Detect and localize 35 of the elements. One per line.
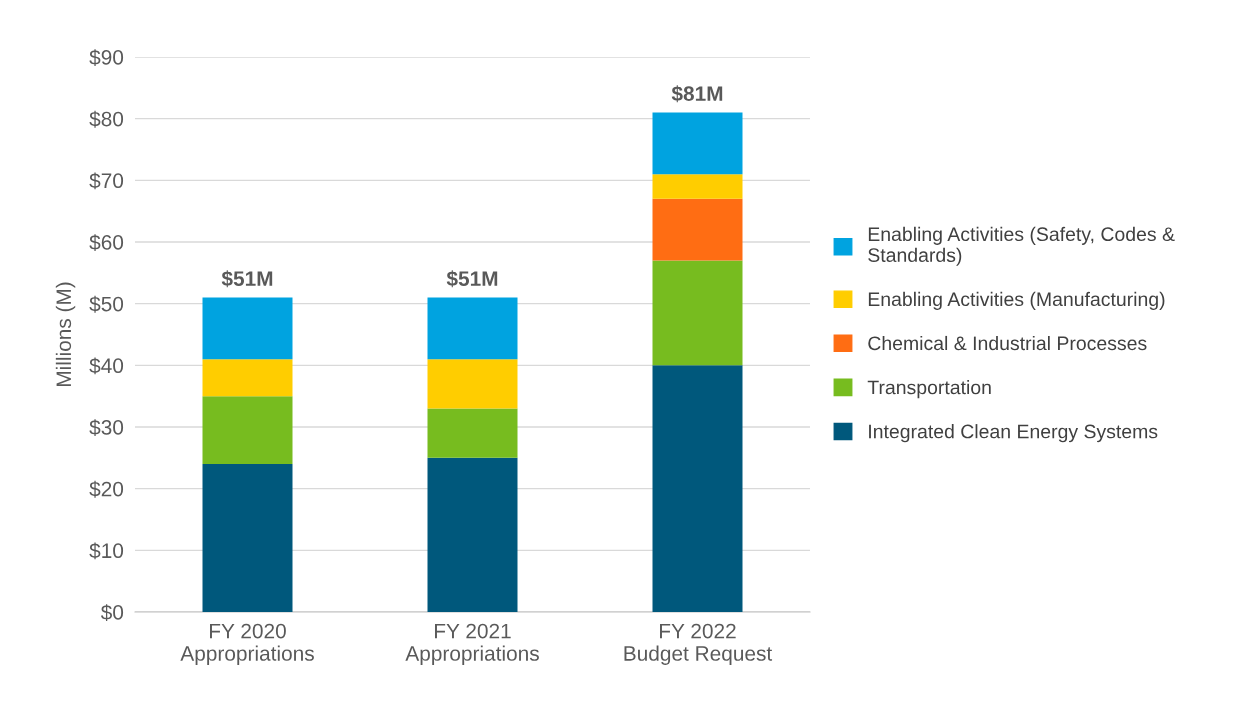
x-tick-label: FY 2022 Budget Request (624, 623, 773, 665)
y-tick-label: $60 (89, 234, 124, 251)
legend-label: Chemical & Industrial Processes (868, 335, 1147, 351)
bar (427, 408, 518, 458)
bar (427, 359, 518, 409)
bar (652, 260, 743, 366)
y-tick-label: $90 (89, 49, 124, 66)
total-label: $81M (671, 85, 723, 103)
legend-label: Enabling Activities (Manufacturing) (868, 291, 1165, 310)
bar (202, 359, 293, 397)
bar (652, 112, 743, 175)
bar (427, 297, 518, 360)
y-tick-label: $40 (89, 357, 124, 375)
y-tick-label: $70 (89, 172, 124, 190)
legend-label: Enabling Activities (Safety, Codes & Standards) (868, 226, 1175, 266)
y-tick-label: $30 (89, 419, 124, 436)
total-label: $51M (221, 270, 273, 288)
x-tick-label: FY 2020 Appropriations (180, 623, 314, 665)
legend-label: Transportation (867, 380, 991, 399)
y-tick-label: $20 (89, 480, 124, 498)
legend-label: Integrated Clean Energy Systems (869, 424, 1158, 443)
bar (202, 464, 293, 612)
bar (202, 297, 293, 360)
bar (202, 396, 293, 464)
y-tick-label: $80 (89, 110, 124, 128)
bar (427, 457, 518, 612)
y-axis-title: Millions (M) (55, 282, 76, 387)
bar (652, 198, 743, 261)
y-tick-label: $50 (89, 295, 124, 313)
total-label: $51M (446, 270, 498, 288)
y-tick-label: $10 (89, 542, 124, 560)
y-tick-label: $0 (100, 604, 124, 621)
x-tick-label: FY 2021 Appropriations (405, 623, 539, 665)
bar (652, 174, 743, 199)
bar (652, 365, 743, 612)
